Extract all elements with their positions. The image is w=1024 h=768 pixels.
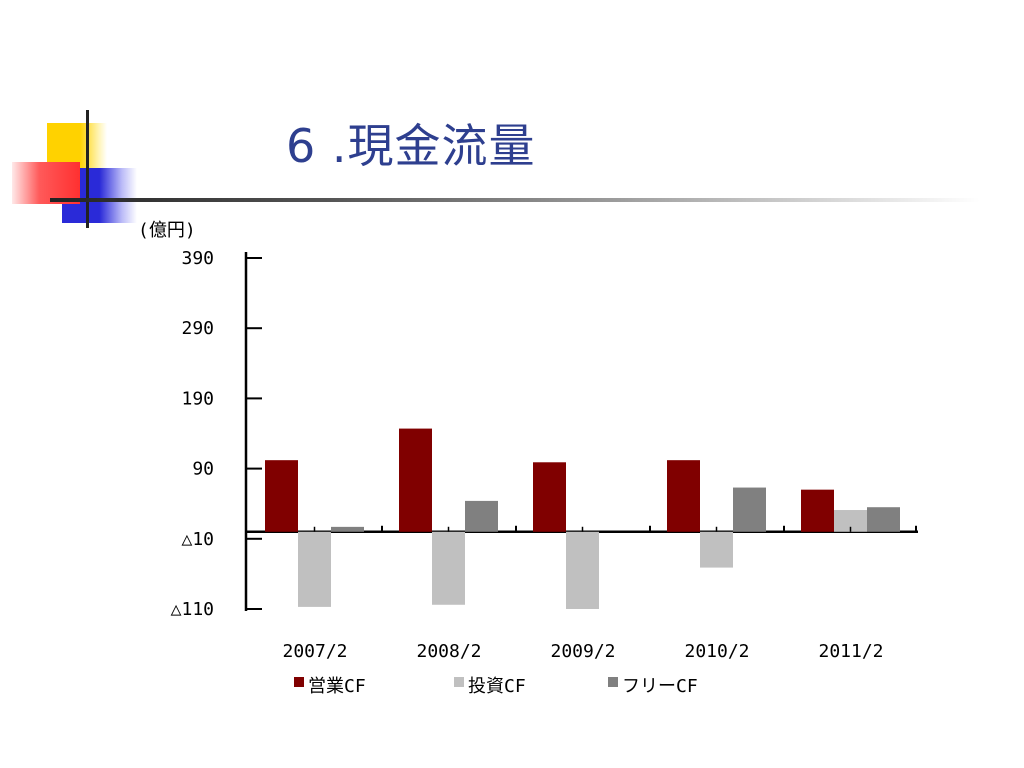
bar-operating-cf: [667, 460, 700, 532]
bar-operating-cf: [533, 462, 566, 532]
bar-investing-cf: [700, 531, 733, 568]
x-tick-label: 2010/2: [684, 641, 749, 662]
y-tick-label: 390: [181, 248, 214, 269]
y-tick-label: △110: [171, 599, 214, 620]
slide-title: 6 .現金流量: [286, 119, 536, 173]
bar-investing-cf: [298, 531, 331, 607]
bar-operating-cf: [399, 428, 432, 532]
legend-swatch: [608, 677, 618, 687]
y-tick-label: 290: [181, 318, 214, 339]
x-tick-label: 2007/2: [282, 641, 347, 662]
bar-investing-cf: [432, 531, 465, 605]
plot-area: 390 290 190 90 △10 △110 2007/2 2008/2 2009/2 2010…: [171, 248, 918, 697]
y-tick-label: 90: [192, 459, 214, 480]
legend-swatch: [454, 677, 464, 687]
x-tick-label: 2008/2: [416, 641, 481, 662]
legend-label: 投資CF: [468, 676, 526, 697]
bar-free-cf: [733, 487, 766, 532]
bar-free-cf: [331, 526, 364, 532]
bar-investing-cf: [566, 531, 599, 609]
bar-free-cf: [465, 500, 498, 532]
title-underline: [50, 198, 980, 202]
legend-swatch: [294, 677, 304, 687]
bar-operating-cf: [265, 460, 298, 532]
decor-red-square: [12, 162, 80, 204]
x-tick-label: 2009/2: [550, 641, 615, 662]
bar-operating-cf: [801, 489, 834, 532]
bar-free-cf: [867, 507, 900, 532]
y-tick-label: △10: [181, 529, 214, 550]
legend-label: フリーCF: [622, 676, 698, 697]
x-tick-label: 2011/2: [818, 641, 883, 662]
decor-vertical-line: [86, 110, 89, 228]
legend-label: 営業CF: [308, 676, 366, 697]
y-tick-label: 190: [181, 388, 214, 409]
bar-investing-cf: [834, 510, 867, 532]
y-unit-label: (億円): [138, 220, 196, 241]
